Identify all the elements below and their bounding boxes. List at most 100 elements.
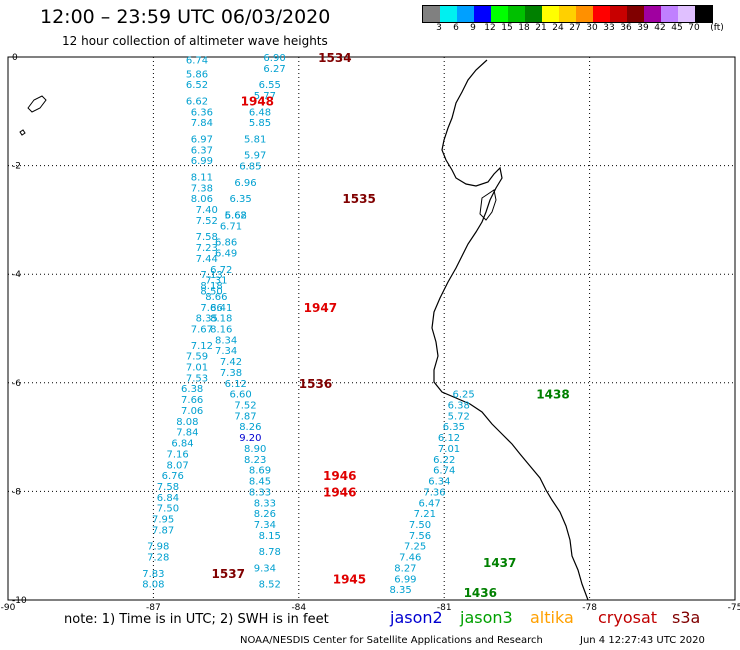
color-scale-label: 39 — [637, 23, 649, 33]
satellite-legend-altika: altika — [530, 608, 574, 627]
y-tick-label: 0 — [12, 53, 18, 63]
wave-height-value: 6.38 — [181, 384, 203, 395]
island-small-path — [19, 129, 26, 136]
pass-time-label: 1948 — [241, 94, 274, 108]
wave-height-value: 9.20 — [239, 433, 261, 444]
color-scale-swatch — [508, 6, 525, 22]
wave-height-value: 7.66 — [181, 395, 203, 406]
wave-height-value: 6.12 — [438, 433, 460, 444]
pass-time-label: 1437 — [483, 556, 516, 570]
pass-time-label: 1535 — [342, 192, 375, 206]
pass-time-label: 1436 — [464, 586, 497, 600]
wave-height-value: 7.58 — [157, 482, 179, 493]
wave-height-value: 6.85 — [239, 162, 261, 173]
color-scale-swatch — [610, 6, 627, 22]
wave-height-value: 6.25 — [452, 390, 474, 401]
satellite-legend-jason3: jason3 — [460, 608, 513, 627]
wave-height-value: 6.47 — [419, 498, 441, 509]
x-tick-label: -75 — [728, 603, 740, 613]
color-scale-swatch — [678, 6, 695, 22]
wave-height-value: 8.35 — [196, 314, 218, 325]
pass-time-label: 1537 — [212, 567, 245, 581]
pass-time-label: 1947 — [304, 301, 337, 315]
color-scale — [422, 5, 713, 23]
wave-height-value: 7.28 — [147, 553, 169, 564]
x-tick-label: -87 — [146, 603, 161, 613]
altimeter-tracks: 6.906.27 6.555.77 6.485.85 5.81 5.976.85 6.96… — [142, 53, 474, 596]
wave-height-value: 6.84 — [157, 493, 179, 504]
color-scale-swatch — [542, 6, 559, 22]
color-scale-swatch — [576, 6, 593, 22]
wave-height-value: 6.36 — [191, 107, 213, 118]
wave-height-value: 8.41 — [210, 303, 232, 314]
color-scale-label: 6 — [453, 23, 459, 33]
wave-height-value: 7.84 — [191, 118, 213, 129]
footer-credit: NOAA/NESDIS Center for Satellite Applica… — [240, 635, 543, 646]
wave-height-value: 8.18 — [210, 314, 232, 325]
map-grid — [8, 57, 735, 600]
color-scale-swatch — [559, 6, 576, 22]
y-tick-label: -2 — [12, 162, 21, 172]
wave-height-value: 7.34 — [215, 346, 237, 357]
wave-height-value: 7.87 — [234, 411, 256, 422]
wave-height-value: 8.33 — [249, 487, 271, 498]
wave-height-value: 7.31 — [205, 276, 227, 287]
color-scale-label: 9 — [470, 23, 476, 33]
wave-height-value: 6.48 — [249, 107, 271, 118]
wave-height-value: 8.66 — [205, 292, 227, 303]
color-scale-label: 42 — [654, 23, 666, 33]
color-scale-label: 21 — [535, 23, 547, 33]
wave-height-value: 7.36 — [423, 487, 445, 498]
wave-height-value: 6.72 — [210, 265, 232, 276]
wave-height-value: 7.13 — [200, 270, 222, 281]
color-scale-label: 24 — [552, 23, 564, 33]
wave-height-value: 8.90 — [244, 444, 266, 455]
wave-height-value: 5.97 — [244, 151, 266, 162]
wave-height-value: 7.01 — [438, 444, 460, 455]
wave-height-value: 6.35 — [443, 422, 465, 433]
wave-height-value: 7.12 — [191, 341, 213, 352]
wave-height-value: 7.38 — [191, 183, 213, 194]
y-tick-label: -8 — [12, 487, 21, 497]
wave-height-value: 6.90 — [263, 53, 285, 64]
wave-height-value: 8.78 — [259, 547, 281, 558]
wave-height-value: 7.84 — [176, 428, 198, 439]
color-scale-label: 12 — [484, 23, 496, 33]
wave-height-value: 8.18 — [200, 281, 222, 292]
axis-ticks: -90 -87 -84 -81 -78 -75 0 -2 -4 -6 -8 -10 — [1, 53, 740, 613]
wave-height-value: 8.07 — [167, 460, 189, 471]
x-tick-label: -78 — [582, 603, 597, 613]
wave-height-value: 7.38 — [220, 368, 242, 379]
wave-height-value: 6.96 — [234, 178, 256, 189]
wave-height-value: 8.27 — [394, 563, 416, 574]
wave-height-value: 7.95 — [152, 515, 174, 526]
wave-height-value: 6.99 — [394, 574, 416, 585]
wave-height-value: 5.68 — [225, 210, 247, 221]
wave-height-value: 9.34 — [254, 563, 276, 574]
color-scale-swatch — [644, 6, 661, 22]
wave-height-value: 8.69 — [249, 466, 271, 477]
wave-height-value: 6.49 — [215, 248, 237, 259]
y-tick-label: -4 — [12, 270, 21, 280]
wave-height-value: 6.71 — [220, 221, 242, 232]
color-scale-swatch — [593, 6, 610, 22]
color-scale-swatch — [661, 6, 678, 22]
satellite-legend-jason2: jason2 — [390, 608, 443, 627]
wave-height-value: 7.01 — [186, 363, 208, 374]
wave-height-value: 8.52 — [259, 580, 281, 591]
wave-height-value: 6.99 — [191, 156, 213, 167]
color-scale-unit: (ft) — [710, 23, 724, 33]
island-path — [27, 95, 47, 113]
wave-height-value: 6.86 — [215, 238, 237, 249]
pass-time-label: 1946 — [323, 485, 356, 499]
color-scale-label: 3 — [436, 23, 442, 33]
wave-height-value: 7.52 — [234, 401, 256, 412]
coastline — [19, 59, 589, 601]
wave-height-value: 7.83 — [142, 569, 164, 580]
color-scale-swatch — [491, 6, 508, 22]
wave-height-value: 5.85 — [249, 118, 271, 129]
y-tick-label: -6 — [12, 379, 21, 389]
wave-height-value: 7.25 — [404, 542, 426, 553]
color-scale-label: 45 — [671, 23, 683, 33]
